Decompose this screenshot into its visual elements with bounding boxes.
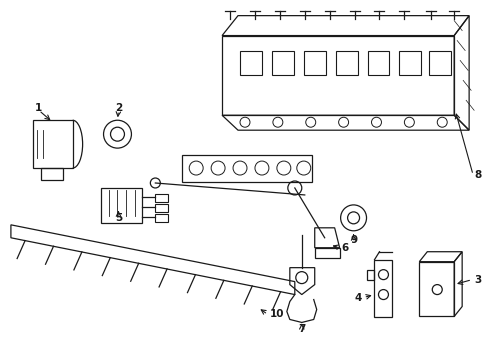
- Text: 8: 8: [473, 170, 480, 180]
- Text: 3: 3: [473, 275, 480, 285]
- Text: 6: 6: [341, 243, 348, 253]
- Text: 10: 10: [269, 310, 284, 319]
- Text: 7: 7: [298, 324, 305, 334]
- Text: 4: 4: [353, 293, 361, 302]
- Text: 2: 2: [115, 103, 122, 113]
- Text: 9: 9: [349, 235, 356, 245]
- Text: 5: 5: [115, 213, 122, 223]
- Text: 1: 1: [35, 103, 42, 113]
